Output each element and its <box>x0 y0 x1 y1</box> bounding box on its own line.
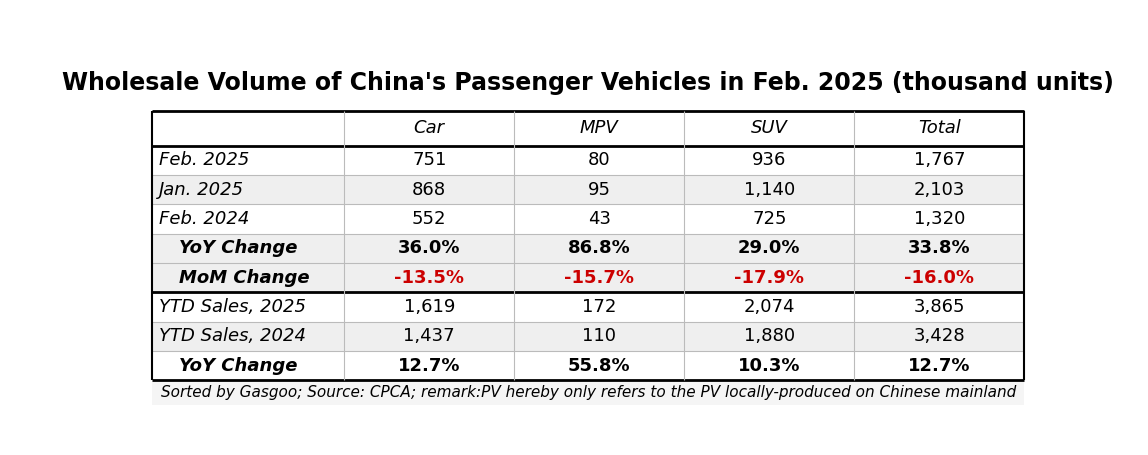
Text: 172: 172 <box>582 298 616 316</box>
Text: Feb. 2024: Feb. 2024 <box>160 210 250 228</box>
Text: 3,428: 3,428 <box>914 328 965 345</box>
Text: 29.0%: 29.0% <box>738 239 800 258</box>
Text: 3,865: 3,865 <box>914 298 965 316</box>
Bar <box>153 204 1024 234</box>
Text: 1,619: 1,619 <box>404 298 455 316</box>
Bar <box>153 380 1024 405</box>
Text: Car: Car <box>413 119 444 137</box>
Text: Feb. 2025: Feb. 2025 <box>160 152 250 169</box>
Text: 2,103: 2,103 <box>914 181 965 199</box>
Text: -16.0%: -16.0% <box>905 269 975 287</box>
Text: 10.3%: 10.3% <box>738 357 800 375</box>
Text: 80: 80 <box>588 152 611 169</box>
Bar <box>153 322 1024 351</box>
Text: 36.0%: 36.0% <box>398 239 460 258</box>
Text: 86.8%: 86.8% <box>568 239 630 258</box>
Text: YTD Sales, 2025: YTD Sales, 2025 <box>160 298 307 316</box>
Text: YoY Change: YoY Change <box>179 239 297 258</box>
Text: Jan. 2025: Jan. 2025 <box>160 181 245 199</box>
Bar <box>153 263 1024 293</box>
Text: 868: 868 <box>412 181 447 199</box>
Bar <box>153 293 1024 322</box>
Text: -17.9%: -17.9% <box>735 269 805 287</box>
Text: -15.7%: -15.7% <box>565 269 634 287</box>
Bar <box>153 146 1024 175</box>
Text: 1,880: 1,880 <box>744 328 794 345</box>
Text: 936: 936 <box>752 152 786 169</box>
Text: Wholesale Volume of China's Passenger Vehicles in Feb. 2025 (thousand units): Wholesale Volume of China's Passenger Ve… <box>62 71 1115 95</box>
Text: 2,074: 2,074 <box>744 298 796 316</box>
Bar <box>153 234 1024 263</box>
Text: 1,437: 1,437 <box>403 328 455 345</box>
Text: 1,767: 1,767 <box>914 152 965 169</box>
Text: 552: 552 <box>412 210 447 228</box>
Text: 43: 43 <box>588 210 611 228</box>
Text: 110: 110 <box>582 328 616 345</box>
Text: YoY Change: YoY Change <box>179 357 297 375</box>
Text: 95: 95 <box>588 181 611 199</box>
Text: MoM Change: MoM Change <box>179 269 309 287</box>
Text: MPV: MPV <box>580 119 619 137</box>
Bar <box>153 111 1024 146</box>
Text: 55.8%: 55.8% <box>568 357 630 375</box>
Text: Sorted by Gasgoo; Source: CPCA; remark:PV hereby only refers to the PV locally-p: Sorted by Gasgoo; Source: CPCA; remark:P… <box>161 385 1016 400</box>
Text: 12.7%: 12.7% <box>398 357 460 375</box>
Text: YTD Sales, 2024: YTD Sales, 2024 <box>160 328 307 345</box>
Text: 1,320: 1,320 <box>914 210 965 228</box>
Text: 12.7%: 12.7% <box>908 357 970 375</box>
Text: 751: 751 <box>412 152 447 169</box>
Bar <box>153 351 1024 380</box>
Text: Total: Total <box>918 119 961 137</box>
Text: -13.5%: -13.5% <box>394 269 464 287</box>
Text: 33.8%: 33.8% <box>908 239 970 258</box>
Bar <box>153 175 1024 204</box>
Text: SUV: SUV <box>751 119 788 137</box>
Text: 725: 725 <box>752 210 786 228</box>
Text: 1,140: 1,140 <box>744 181 794 199</box>
